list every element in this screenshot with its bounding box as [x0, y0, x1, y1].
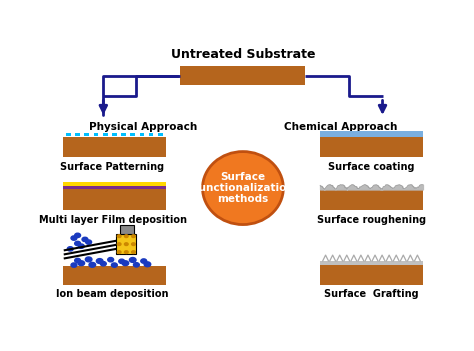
- Bar: [84, 133, 89, 135]
- Circle shape: [132, 235, 135, 238]
- Bar: [181, 66, 305, 85]
- Circle shape: [144, 262, 151, 267]
- Bar: [130, 133, 135, 135]
- Circle shape: [75, 258, 81, 263]
- Bar: [120, 225, 134, 234]
- Bar: [320, 261, 423, 265]
- Circle shape: [89, 263, 96, 267]
- Circle shape: [111, 263, 117, 267]
- Text: Surface coating: Surface coating: [328, 163, 415, 172]
- Text: Untreated Substrate: Untreated Substrate: [171, 48, 315, 61]
- Text: Surface: Surface: [220, 172, 265, 182]
- Bar: [112, 133, 117, 135]
- Circle shape: [132, 251, 135, 253]
- Circle shape: [119, 259, 125, 264]
- Text: Chemical Approach: Chemical Approach: [284, 122, 397, 132]
- Circle shape: [96, 259, 103, 264]
- Text: Functionalization: Functionalization: [192, 183, 294, 193]
- Circle shape: [75, 233, 81, 238]
- Text: Surface roughening: Surface roughening: [317, 215, 426, 225]
- Circle shape: [117, 251, 121, 253]
- Circle shape: [132, 243, 135, 245]
- Text: Surface Patterning: Surface Patterning: [61, 163, 164, 172]
- Bar: [63, 190, 166, 210]
- Circle shape: [85, 257, 92, 262]
- Circle shape: [82, 237, 88, 241]
- Text: Ion beam deposition: Ion beam deposition: [56, 290, 169, 299]
- Circle shape: [75, 241, 81, 246]
- Bar: [75, 133, 80, 135]
- Circle shape: [108, 258, 114, 262]
- Circle shape: [78, 261, 84, 266]
- Bar: [320, 131, 423, 137]
- Circle shape: [100, 261, 106, 266]
- Circle shape: [125, 243, 128, 245]
- Circle shape: [117, 243, 121, 245]
- Ellipse shape: [202, 152, 283, 225]
- Text: Physical Approach: Physical Approach: [89, 122, 197, 132]
- Bar: [320, 190, 423, 210]
- Text: Surface  Grafting: Surface Grafting: [324, 290, 419, 299]
- Circle shape: [86, 240, 91, 244]
- Circle shape: [67, 247, 73, 251]
- Circle shape: [125, 251, 128, 253]
- Bar: [63, 137, 166, 157]
- Circle shape: [125, 235, 128, 238]
- Circle shape: [141, 259, 146, 263]
- Text: Multi layer Film deposition: Multi layer Film deposition: [38, 215, 186, 225]
- Circle shape: [117, 235, 121, 238]
- Bar: [63, 186, 166, 190]
- Bar: [121, 133, 126, 135]
- Circle shape: [71, 263, 77, 267]
- Bar: [320, 137, 423, 157]
- Bar: [139, 133, 144, 135]
- Text: methods: methods: [217, 194, 269, 204]
- Circle shape: [129, 258, 136, 263]
- Bar: [66, 133, 71, 135]
- Circle shape: [122, 261, 128, 266]
- Bar: [63, 182, 166, 186]
- Circle shape: [78, 244, 84, 249]
- Bar: [149, 133, 154, 135]
- Bar: [93, 133, 99, 135]
- Bar: [158, 133, 163, 135]
- Bar: [116, 234, 137, 254]
- Bar: [63, 266, 166, 285]
- Bar: [320, 265, 423, 285]
- Circle shape: [71, 236, 77, 240]
- Bar: [103, 133, 108, 135]
- Circle shape: [134, 263, 139, 267]
